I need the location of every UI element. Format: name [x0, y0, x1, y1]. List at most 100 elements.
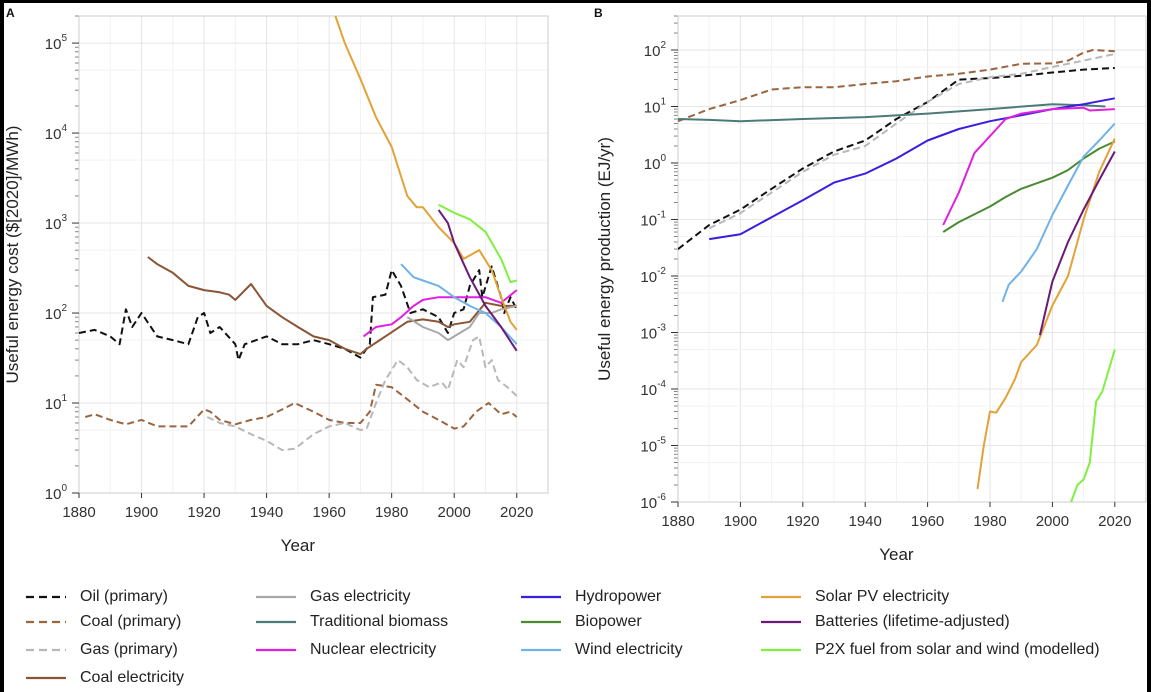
legend-label: Solar PV electricity [815, 588, 950, 605]
x-tick-label: 1960 [312, 504, 345, 521]
legend-swatch [761, 595, 801, 599]
legend-swatch [521, 595, 561, 599]
plot-frame [677, 15, 1147, 503]
y-tick-label: 101 [644, 97, 667, 117]
series-group [79, 16, 518, 452]
legend-label: Batteries (lifetime-adjusted) [815, 613, 1010, 630]
legend-label: Coal (primary) [80, 613, 182, 630]
x-tick-label: 1900 [125, 504, 158, 521]
panel-A: 1880 1900 1920 1940 1960 1980 2000 2020 100 101 10… [4, 6, 549, 555]
series-line-coal-primary- [85, 383, 518, 430]
legend-item: Biopower [519, 611, 642, 633]
series-line-p2x-fuel-from-solar-and-wind-modelled- [438, 203, 517, 284]
legend-swatch [256, 595, 296, 599]
legend-label: Nuclear electricity [310, 641, 437, 658]
legend-label: Gas electricity [310, 588, 411, 605]
series-line-nuclear-electricity [942, 106, 1115, 226]
series-line-biopower [942, 140, 1116, 233]
legend-swatch [26, 620, 66, 624]
legend-label: Traditional biomass [310, 613, 449, 630]
x-tick-label: 2020 [1098, 513, 1131, 530]
series-group [678, 49, 1116, 502]
legend-item: Wind electricity [519, 639, 683, 661]
series-line-wind-electricity [1001, 122, 1116, 303]
panel-label: B [594, 6, 603, 20]
legend-swatch [26, 595, 66, 599]
series-line-coal-electricity [147, 256, 517, 356]
series-line-nuclear-electricity [362, 289, 518, 338]
legend-item: Oil (primary) [24, 586, 168, 608]
legend-swatch [256, 620, 296, 624]
series-line-gas-electricity [406, 304, 517, 342]
x-tick-label: 1880 [661, 513, 694, 530]
legend-label: Biopower [575, 613, 642, 630]
legend-swatch [521, 648, 561, 652]
y-tick-label: 10-1 [640, 210, 666, 230]
panel-label: A [6, 6, 15, 20]
plot-frame [78, 15, 549, 494]
series-line-gas-primary- [708, 53, 1116, 230]
x-tick-label: 2020 [500, 504, 533, 521]
x-tick-label: 1880 [62, 504, 95, 521]
x-tick-label: 1920 [187, 504, 220, 521]
legend-item: P2X fuel from solar and wind (modelled) [759, 639, 1100, 661]
y-tick-label: 102 [45, 303, 68, 323]
legend-swatch [761, 648, 801, 652]
x-tick-label: 2000 [438, 504, 471, 521]
legend-item: Gas (primary) [24, 639, 178, 661]
legend-item: Hydropower [519, 586, 661, 608]
legend-swatch [26, 648, 66, 652]
x-axis-label: Year [879, 545, 914, 564]
legend-label: Wind electricity [575, 641, 683, 658]
y-axis-label: Useful energy production (EJ/yr) [595, 137, 614, 381]
x-tick-label: 1920 [786, 513, 819, 530]
y-tick-label: 103 [45, 213, 68, 233]
figure: 1880 1900 1920 1940 1960 1980 2000 2020 100 101 10… [4, 3, 1147, 692]
y-tick-label: 10-6 [640, 492, 666, 512]
legend-item: Traditional biomass [254, 611, 448, 633]
y-axis-label: Useful energy cost ($[2020]/MWh) [4, 126, 22, 384]
series-line-p2x-fuel-from-solar-and-wind-modelled- [1070, 349, 1116, 502]
legend-item: Batteries (lifetime-adjusted) [759, 611, 1010, 633]
legend-item: Gas electricity [254, 586, 410, 608]
series-line-solar-pv-electricity [976, 138, 1116, 490]
legend-item: Coal electricity [24, 667, 184, 689]
y-tick-label: 100 [644, 153, 667, 173]
legend-swatch [26, 676, 66, 680]
legend-label: Gas (primary) [80, 641, 178, 658]
x-tick-label: 1960 [911, 513, 944, 530]
legend-swatch [761, 620, 801, 624]
y-tick-label: 10-4 [640, 379, 666, 399]
series-line-coal-primary- [678, 49, 1115, 123]
series-line-oil-primary- [79, 265, 518, 362]
y-tick-label: 100 [45, 483, 68, 503]
legend-item: Nuclear electricity [254, 639, 436, 661]
series-line-batteries-lifetime-adjusted- [437, 209, 518, 352]
y-tick-label: 104 [45, 123, 68, 143]
legend-label: Hydropower [575, 588, 662, 605]
chart-svg: 1880 1900 1920 1940 1960 1980 2000 2020 100 101 10… [4, 6, 1147, 564]
y-tick-label: 102 [644, 40, 667, 60]
x-axis-label: Year [281, 536, 316, 555]
legend-swatch [521, 620, 561, 624]
y-tick-label: 10-5 [640, 436, 666, 456]
x-tick-label: 2000 [1036, 513, 1069, 530]
legend-label: Oil (primary) [80, 588, 168, 605]
y-tick-label: 105 [45, 33, 68, 53]
series-line-solar-pv-electricity [334, 16, 518, 331]
x-tick-label: 1980 [375, 504, 408, 521]
y-tick-label: 10-2 [640, 266, 666, 286]
series-line-batteries-lifetime-adjusted- [1038, 151, 1116, 336]
x-tick-label: 1980 [973, 513, 1006, 530]
series-line-traditional-biomass [678, 103, 1106, 123]
legend-item: Coal (primary) [24, 611, 181, 633]
series-line-oil-primary- [678, 67, 1115, 250]
legend-label: P2X fuel from solar and wind (modelled) [815, 641, 1100, 658]
x-tick-label: 1940 [250, 504, 283, 521]
y-tick-label: 10-3 [640, 323, 666, 343]
panel-B: 1880 1900 1920 1940 1960 1980 2000 2020 10-6 10-5… [594, 6, 1147, 564]
legend-item: Solar PV electricity [759, 586, 949, 608]
legend-label: Coal electricity [80, 669, 185, 686]
x-tick-label: 1900 [724, 513, 757, 530]
x-tick-label: 1940 [849, 513, 882, 530]
